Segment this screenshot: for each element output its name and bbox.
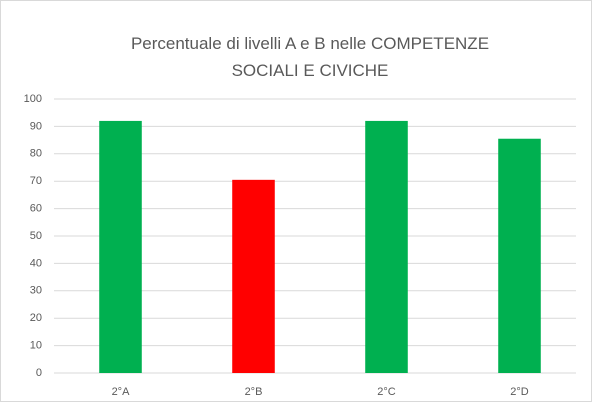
bar [232,179,275,373]
bar [99,120,142,373]
y-tick-label: 30 [30,285,42,297]
y-tick-label: 10 [30,340,42,352]
x-tick-label: 2°D [510,386,529,398]
bar [498,138,541,373]
y-tick-label: 80 [30,148,42,160]
x-tick-label: 2°B [245,386,263,398]
y-tick-label: 20 [30,312,42,324]
y-tick-label: 50 [30,230,42,242]
chart-title: Percentuale di livelli A e B nelle COMPE… [130,34,490,80]
y-tick-label: 40 [30,257,42,269]
x-tick-label: 2°C [377,386,396,398]
bar [365,120,408,373]
y-tick-label: 0 [36,367,42,379]
y-tick-label: 70 [30,175,42,187]
y-tick-label: 90 [30,120,42,132]
y-tick-label: 100 [24,93,42,105]
y-tick-label: 60 [30,203,42,215]
x-tick-label: 2°A [112,386,131,398]
